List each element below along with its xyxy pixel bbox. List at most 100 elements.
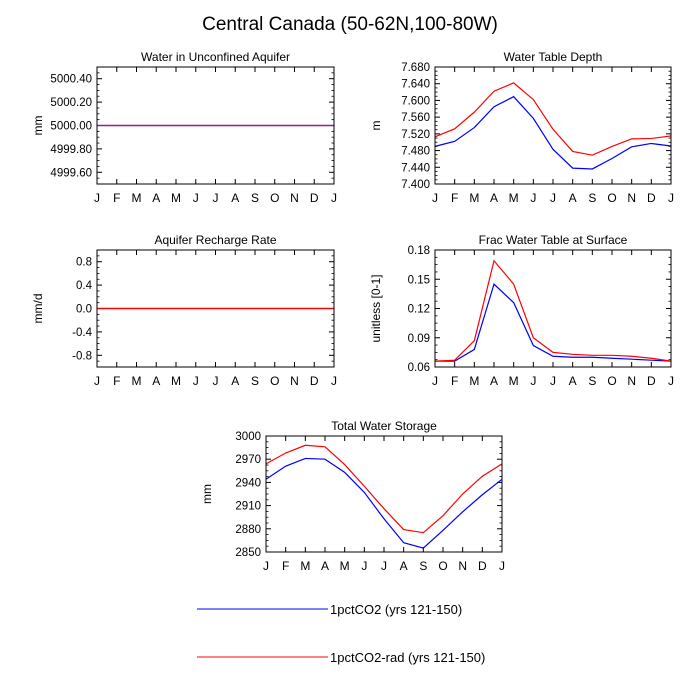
y-axis-label-frac-water-table: unitless [0-1] <box>369 274 383 342</box>
plot-frame-total-storage <box>265 435 503 553</box>
y-tick-label-total-storage: 2910 <box>235 501 261 513</box>
x-tick-label-frac-water-table: D <box>647 374 656 388</box>
x-tick-label-recharge-rate: O <box>270 374 279 388</box>
y-tick-label-frac-water-table: 0.12 <box>408 304 430 316</box>
chart-recharge-rate: Aquifer Recharge Rate mm/d -0.8 -0.4 0.0 0.4 0… <box>31 233 337 388</box>
plot-frame-water-table-depth <box>434 66 672 185</box>
x-tick-label-recharge-rate: J <box>193 374 199 388</box>
x-tick-label-water-table-depth: J <box>550 191 556 205</box>
x-tick-label-total-storage: N <box>458 559 467 573</box>
x-tick-label-water-table-depth: A <box>569 191 577 205</box>
x-tick-label-total-storage: J <box>361 559 367 573</box>
x-tick-label-frac-water-table: F <box>451 374 458 388</box>
x-tick-label-recharge-rate: M <box>171 374 181 388</box>
series-line-water-table-depth-1pctco2-rad <box>434 82 672 156</box>
y-tick-label-water-table-depth: 7.440 <box>401 162 430 174</box>
y-tick-label-water-table-depth: 7.600 <box>401 95 430 107</box>
y-axis-label-recharge-rate: mm/d <box>31 294 45 324</box>
y-tick-label-frac-water-table: 0.06 <box>408 362 430 374</box>
x-tick-label-aquifer-water: A <box>152 191 160 205</box>
x-tick-label-water-table-depth: M <box>469 191 479 205</box>
y-tick-label-water-table-depth: 7.480 <box>401 146 430 158</box>
chart-frac-water-table: Frac Water Table at Surface unitless [0-1… <box>369 233 674 388</box>
y-tick-label-total-storage: 2880 <box>235 524 261 536</box>
x-tick-label-recharge-rate: J <box>331 374 337 388</box>
x-tick-label-aquifer-water: F <box>113 191 120 205</box>
x-tick-label-recharge-rate: S <box>251 374 259 388</box>
chart-panels: Water in Unconfined Aquifer mm 4999.60 4999… <box>31 50 674 573</box>
x-tick-label-total-storage: O <box>438 559 447 573</box>
y-axis-label-total-storage: mm <box>200 484 214 504</box>
x-tick-label-aquifer-water: D <box>310 191 319 205</box>
legend: 1pctCO2 (yrs 121-150) 1pctCO2-rad (yrs 1… <box>197 602 485 665</box>
chart-title-frac-water-table: Frac Water Table at Surface <box>479 233 628 247</box>
x-tick-label-frac-water-table: A <box>490 374 498 388</box>
x-tick-label-total-storage: J <box>499 559 505 573</box>
plot-frame-frac-water-table <box>434 249 672 368</box>
chart-total-storage: Total Water Storage mm 2850 2880 2910 2940 297… <box>200 419 505 573</box>
x-tick-label-total-storage: D <box>478 559 487 573</box>
x-tick-label-water-table-depth: S <box>588 191 596 205</box>
x-tick-label-water-table-depth: N <box>627 191 636 205</box>
y-tick-label-aquifer-water: 4999.80 <box>50 144 92 156</box>
x-tick-label-frac-water-table: J <box>530 374 536 388</box>
y-tick-label-frac-water-table: 0.18 <box>408 245 430 257</box>
y-tick-label-recharge-rate: 0.0 <box>76 304 92 316</box>
plot-frame-aquifer-water <box>96 66 335 185</box>
chart-title-recharge-rate: Aquifer Recharge Rate <box>154 233 276 247</box>
x-tick-label-aquifer-water: M <box>132 191 142 205</box>
chart-title-aquifer-water: Water in Unconfined Aquifer <box>141 50 290 64</box>
x-tick-label-frac-water-table: M <box>509 374 519 388</box>
x-tick-label-recharge-rate: N <box>290 374 299 388</box>
x-tick-label-recharge-rate: A <box>152 374 160 388</box>
y-tick-label-total-storage: 2850 <box>235 547 261 559</box>
x-tick-label-frac-water-table: S <box>588 374 596 388</box>
x-tick-label-frac-water-table: N <box>627 374 636 388</box>
series-line-water-table-depth-1pctco2 <box>434 95 672 170</box>
x-tick-label-aquifer-water: M <box>171 191 181 205</box>
x-tick-label-recharge-rate: J <box>94 374 100 388</box>
y-tick-label-total-storage: 2940 <box>235 477 261 489</box>
x-tick-label-water-table-depth: O <box>607 191 616 205</box>
series-line-total-storage-1pctco2-rad <box>265 444 503 534</box>
y-tick-label-water-table-depth: 7.520 <box>401 129 430 141</box>
y-tick-label-water-table-depth: 7.560 <box>401 112 430 124</box>
x-tick-label-water-table-depth: J <box>432 191 438 205</box>
legend-label-1pctco2: 1pctCO2 (yrs 121-150) <box>330 602 462 617</box>
y-axis-label-aquifer-water: mm <box>31 116 45 136</box>
y-tick-label-frac-water-table: 0.09 <box>408 333 430 345</box>
x-tick-label-recharge-rate: M <box>132 374 142 388</box>
x-tick-label-water-table-depth: J <box>530 191 536 205</box>
x-tick-label-aquifer-water: J <box>331 191 337 205</box>
x-tick-label-aquifer-water: J <box>193 191 199 205</box>
y-tick-label-water-table-depth: 7.640 <box>401 79 430 91</box>
x-tick-label-water-table-depth: M <box>509 191 519 205</box>
x-tick-label-aquifer-water: A <box>231 191 239 205</box>
legend-label-1pctco2-rad: 1pctCO2-rad (yrs 121-150) <box>330 650 485 665</box>
plot-frame-recharge-rate <box>96 249 335 368</box>
x-tick-label-total-storage: M <box>340 559 350 573</box>
y-tick-label-frac-water-table: 0.15 <box>408 274 430 286</box>
chart-title-total-storage: Total Water Storage <box>331 419 437 433</box>
y-tick-label-aquifer-water: 5000.00 <box>50 121 92 133</box>
x-tick-label-frac-water-table: J <box>432 374 438 388</box>
x-tick-label-frac-water-table: M <box>469 374 479 388</box>
x-tick-label-water-table-depth: D <box>647 191 656 205</box>
y-tick-label-recharge-rate: 0.4 <box>76 280 93 292</box>
series-line-frac-water-table-1pctco2-rad <box>434 259 672 362</box>
y-tick-label-water-table-depth: 7.400 <box>401 179 430 191</box>
x-tick-label-water-table-depth: F <box>451 191 458 205</box>
x-tick-label-aquifer-water: J <box>213 191 219 205</box>
x-tick-label-recharge-rate: F <box>113 374 120 388</box>
x-tick-label-frac-water-table: J <box>550 374 556 388</box>
series-line-frac-water-table-1pctco2 <box>435 283 672 362</box>
x-tick-label-recharge-rate: J <box>213 374 219 388</box>
x-tick-label-total-storage: M <box>300 559 310 573</box>
y-axis-label-water-table-depth: m <box>369 121 383 131</box>
x-tick-label-aquifer-water: J <box>94 191 100 205</box>
y-tick-label-recharge-rate: 0.8 <box>76 257 92 269</box>
y-tick-label-recharge-rate: -0.8 <box>72 350 92 362</box>
x-tick-label-total-storage: S <box>419 559 427 573</box>
x-tick-label-recharge-rate: A <box>231 374 239 388</box>
